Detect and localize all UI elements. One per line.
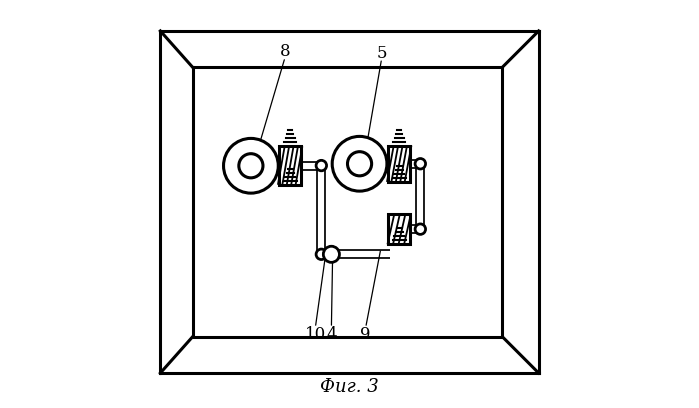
Circle shape bbox=[332, 136, 387, 191]
Text: 4: 4 bbox=[326, 326, 337, 343]
Circle shape bbox=[316, 249, 326, 259]
Text: 8: 8 bbox=[280, 42, 290, 60]
Circle shape bbox=[347, 152, 372, 176]
Bar bbox=[388, 146, 410, 182]
Bar bbox=[388, 214, 410, 244]
Circle shape bbox=[224, 138, 278, 193]
Text: 9: 9 bbox=[361, 326, 371, 343]
Circle shape bbox=[415, 224, 426, 234]
Text: 10: 10 bbox=[305, 326, 326, 343]
Text: 5: 5 bbox=[377, 44, 387, 62]
Bar bbox=[279, 146, 301, 185]
Circle shape bbox=[415, 159, 426, 169]
Text: Фиг. 3: Фиг. 3 bbox=[320, 378, 379, 396]
Circle shape bbox=[239, 154, 263, 178]
Circle shape bbox=[316, 160, 326, 171]
Circle shape bbox=[324, 246, 340, 262]
